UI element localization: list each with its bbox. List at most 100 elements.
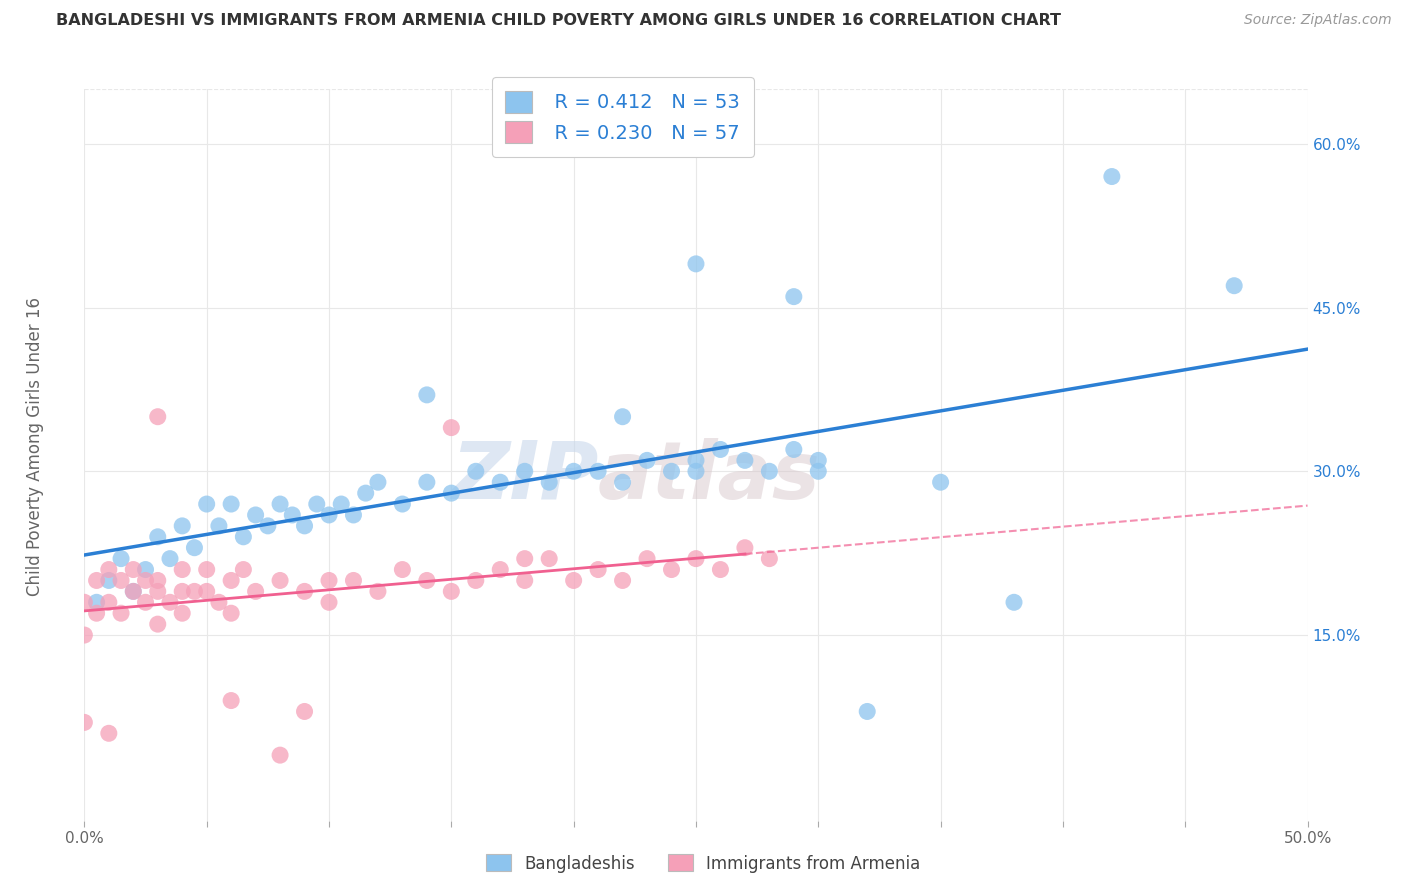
Text: ZIP: ZIP bbox=[451, 438, 598, 516]
Point bbox=[97, 563, 120, 577]
Point bbox=[219, 693, 242, 707]
Point bbox=[294, 584, 316, 599]
Point bbox=[122, 563, 145, 577]
Point bbox=[513, 551, 536, 566]
Point bbox=[135, 563, 157, 577]
Point bbox=[208, 519, 231, 533]
Point bbox=[440, 584, 463, 599]
Point bbox=[538, 551, 561, 566]
Point bbox=[685, 453, 707, 467]
Point bbox=[758, 551, 780, 566]
Point bbox=[146, 409, 169, 424]
Point bbox=[330, 497, 353, 511]
Point bbox=[367, 475, 389, 490]
Point bbox=[86, 606, 108, 620]
Point bbox=[269, 748, 291, 763]
Point bbox=[464, 464, 486, 478]
Point bbox=[513, 464, 536, 478]
Point bbox=[807, 464, 830, 478]
Point bbox=[636, 453, 658, 467]
Point bbox=[856, 705, 879, 719]
Point bbox=[709, 563, 731, 577]
Point bbox=[159, 551, 181, 566]
Point bbox=[709, 442, 731, 457]
Point bbox=[97, 595, 120, 609]
Point bbox=[734, 453, 756, 467]
Point bbox=[342, 574, 364, 588]
Point bbox=[135, 595, 157, 609]
Point bbox=[734, 541, 756, 555]
Text: atlas: atlas bbox=[598, 438, 821, 516]
Point bbox=[219, 497, 242, 511]
Point bbox=[391, 563, 413, 577]
Point bbox=[159, 595, 181, 609]
Point bbox=[172, 584, 194, 599]
Point bbox=[783, 290, 806, 304]
Point bbox=[73, 628, 96, 642]
Point bbox=[661, 464, 683, 478]
Text: Child Poverty Among Girls Under 16: Child Poverty Among Girls Under 16 bbox=[27, 296, 44, 596]
Point bbox=[562, 574, 585, 588]
Point bbox=[86, 574, 108, 588]
Point bbox=[464, 574, 486, 588]
Point bbox=[219, 574, 242, 588]
Point bbox=[1002, 595, 1025, 609]
Point bbox=[257, 519, 280, 533]
Point bbox=[135, 574, 157, 588]
Point bbox=[416, 388, 439, 402]
Point bbox=[172, 563, 194, 577]
Text: BANGLADESHI VS IMMIGRANTS FROM ARMENIA CHILD POVERTY AMONG GIRLS UNDER 16 CORREL: BANGLADESHI VS IMMIGRANTS FROM ARMENIA C… bbox=[56, 13, 1062, 29]
Point bbox=[416, 475, 439, 490]
Point bbox=[807, 453, 830, 467]
Text: Source: ZipAtlas.com: Source: ZipAtlas.com bbox=[1244, 13, 1392, 28]
Point bbox=[1101, 169, 1123, 184]
Point bbox=[416, 574, 439, 588]
Point bbox=[513, 574, 536, 588]
Point bbox=[354, 486, 377, 500]
Point bbox=[685, 257, 707, 271]
Point bbox=[612, 475, 634, 490]
Point bbox=[440, 486, 463, 500]
Point bbox=[208, 595, 231, 609]
Point bbox=[97, 574, 120, 588]
Point bbox=[97, 726, 120, 740]
Point bbox=[758, 464, 780, 478]
Point bbox=[183, 584, 205, 599]
Point bbox=[110, 574, 132, 588]
Point bbox=[146, 530, 169, 544]
Point bbox=[489, 475, 512, 490]
Point bbox=[783, 442, 806, 457]
Point bbox=[281, 508, 304, 522]
Point bbox=[269, 497, 291, 511]
Point bbox=[219, 606, 242, 620]
Point bbox=[269, 574, 291, 588]
Point bbox=[440, 420, 463, 434]
Point bbox=[538, 475, 561, 490]
Point bbox=[172, 606, 194, 620]
Point bbox=[73, 715, 96, 730]
Point bbox=[122, 584, 145, 599]
Point bbox=[183, 541, 205, 555]
Point bbox=[195, 497, 218, 511]
Point bbox=[685, 464, 707, 478]
Point bbox=[245, 584, 267, 599]
Point bbox=[586, 464, 609, 478]
Point bbox=[318, 595, 340, 609]
Point bbox=[294, 519, 316, 533]
Point bbox=[195, 563, 218, 577]
Point bbox=[232, 563, 254, 577]
Point bbox=[612, 409, 634, 424]
Point bbox=[172, 519, 194, 533]
Point bbox=[612, 574, 634, 588]
Point bbox=[685, 551, 707, 566]
Point bbox=[195, 584, 218, 599]
Legend: Bangladeshis, Immigrants from Armenia: Bangladeshis, Immigrants from Armenia bbox=[479, 847, 927, 880]
Point bbox=[146, 574, 169, 588]
Point bbox=[562, 464, 585, 478]
Point bbox=[367, 584, 389, 599]
Point bbox=[146, 617, 169, 632]
Point bbox=[146, 584, 169, 599]
Point bbox=[586, 563, 609, 577]
Point bbox=[929, 475, 952, 490]
Point bbox=[318, 508, 340, 522]
